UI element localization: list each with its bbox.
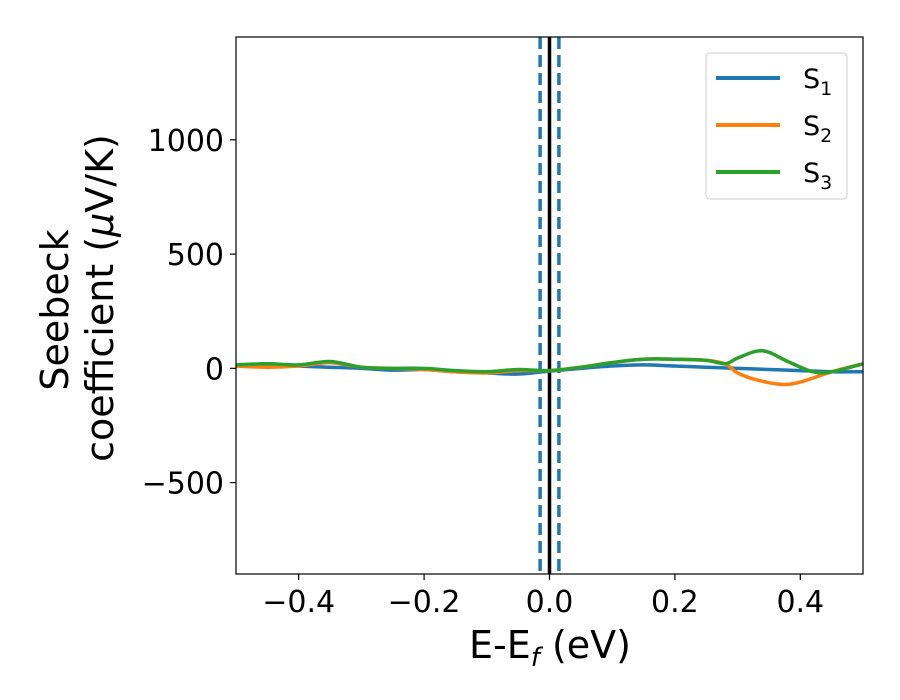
series-line-s3: [236, 348, 863, 375]
y-tick-label: 0: [205, 352, 224, 387]
legend-label-s1: S1: [803, 64, 832, 100]
y-axis-label-2: coefficient (μV/K): [78, 134, 122, 462]
y-axis-label-line2: coefficient (: [78, 237, 122, 462]
x-tick-label: 0.0: [526, 585, 574, 620]
x-tick-label: −0.4: [262, 585, 335, 620]
y-tick-label: 1000: [148, 124, 224, 159]
y-axis-label: Seebeck: [33, 229, 77, 390]
y-axis-label-unit: V/K): [78, 134, 122, 213]
legend-label-s2: S2: [803, 111, 832, 147]
x-tick-label: −0.2: [388, 585, 461, 620]
y-tick-label: −500: [142, 467, 224, 502]
y-axis-label-line1: Seebeck: [33, 229, 77, 390]
x-axis-label: E-Ef (eV): [469, 623, 631, 673]
legend-label-s3: S3: [803, 158, 832, 194]
x-tick-label: 0.2: [651, 585, 699, 620]
legend: S1 S2 S3: [705, 52, 848, 200]
x-tick-label: 0.4: [776, 585, 824, 620]
y-tick-label: 500: [167, 238, 224, 273]
x-axis-label-main: E-E: [469, 623, 531, 667]
y-axis-label-mu: μ: [78, 213, 122, 238]
x-axis-label-unit: (eV): [540, 623, 631, 667]
